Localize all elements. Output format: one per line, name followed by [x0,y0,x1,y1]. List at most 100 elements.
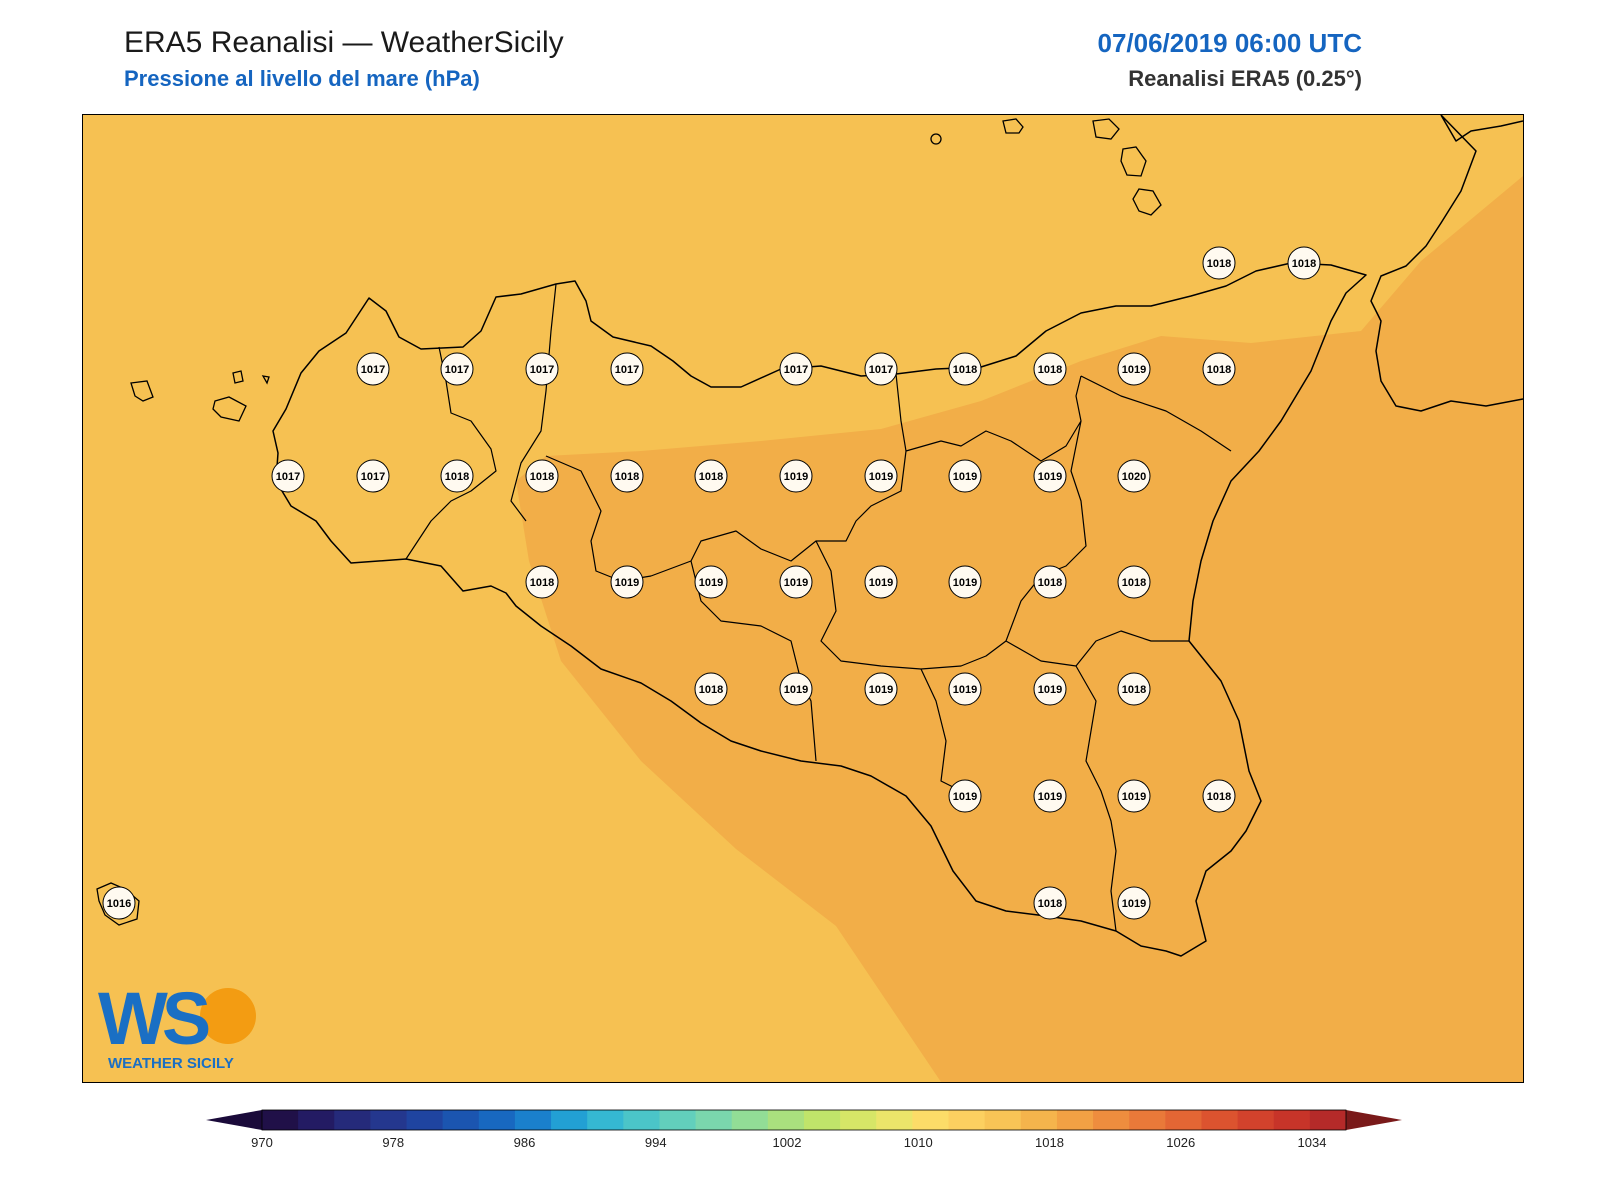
station-value: 1019 [1038,471,1062,483]
colorbar-bin [551,1110,588,1130]
station-value: 1019 [869,577,893,589]
colorbar-bin [262,1110,299,1130]
station-marker: 1018 [1034,887,1066,919]
station-value: 1019 [1122,364,1146,376]
colorbar-bin [1021,1110,1058,1130]
station-marker: 1019 [865,673,897,705]
colorbar-bin [840,1110,877,1130]
station-marker: 1019 [1118,353,1150,385]
station-marker: 1017 [611,353,643,385]
colorbar-tick-label: 970 [251,1135,273,1150]
station-marker: 1017 [272,460,304,492]
station-marker: 1019 [949,780,981,812]
colorbar-tick-label: 1018 [1035,1135,1064,1150]
colorbar-tick-label: 994 [645,1135,667,1150]
station-value: 1020 [1122,471,1146,483]
colorbar-bin [587,1110,624,1130]
station-value: 1017 [530,364,554,376]
station-marker: 1017 [780,353,812,385]
station-value: 1018 [1122,684,1146,696]
colorbar-bin [1274,1110,1311,1130]
colorbar-bin [1310,1110,1347,1130]
station-value: 1019 [1122,898,1146,910]
station-value: 1018 [1038,577,1062,589]
station-value: 1018 [615,471,639,483]
station-value: 1017 [445,364,469,376]
station-marker: 1019 [1034,460,1066,492]
pressure-map: 1018 1018 1017 1017 1017 1017 1017 1017 1018 1018… [82,114,1524,1083]
station-marker: 1018 [949,353,981,385]
station-value: 1019 [784,577,808,589]
colorbar-tick-label: 986 [514,1135,536,1150]
station-marker: 1019 [949,460,981,492]
station-value: 1018 [1038,898,1062,910]
station-value: 1019 [1038,791,1062,803]
station-value: 1017 [276,471,300,483]
colorbar-tick-label: 1034 [1298,1135,1327,1150]
colorbar-bin [1093,1110,1130,1130]
station-value: 1019 [615,577,639,589]
station-marker: 1016 [103,887,135,919]
colorbar-bin [659,1110,696,1130]
station-value: 1018 [699,684,723,696]
station-value: 1018 [1207,258,1231,270]
station-value: 1019 [869,684,893,696]
colorbar-bin [804,1110,841,1130]
station-marker: 1019 [780,673,812,705]
station-value: 1017 [869,364,893,376]
station-value: 1019 [953,791,977,803]
station-marker: 1018 [1203,353,1235,385]
colorbar-bin [515,1110,552,1130]
colorbar-bin [949,1110,986,1130]
station-marker: 1018 [1288,247,1320,279]
station-value: 1018 [1207,364,1231,376]
station-value: 1019 [869,471,893,483]
colorbar-over-arrow [1346,1110,1402,1130]
station-value: 1018 [530,577,554,589]
station-marker: 1018 [1034,566,1066,598]
station-marker: 1019 [1118,887,1150,919]
station-marker: 1019 [1034,673,1066,705]
station-value: 1018 [1207,791,1231,803]
station-value: 1019 [953,684,977,696]
colorbar-bin [1201,1110,1238,1130]
logo-sun-icon [200,988,256,1044]
station-marker: 1018 [441,460,473,492]
station-value: 1019 [1122,791,1146,803]
station-value: 1019 [784,684,808,696]
weathersicily-logo: WS WEATHER SICILY [96,980,256,1075]
station-marker: 1018 [526,460,558,492]
colorbar-bin [768,1110,805,1130]
colorbar-bin [623,1110,660,1130]
station-marker: 1017 [357,460,389,492]
station-value: 1019 [699,577,723,589]
station-marker: 1019 [949,673,981,705]
station-value: 1019 [1038,684,1062,696]
station-value: 1017 [615,364,639,376]
station-marker: 1019 [780,566,812,598]
colorbar-bin [1238,1110,1275,1130]
colorbar-bin [1129,1110,1166,1130]
colorbar-tick-label: 978 [382,1135,404,1150]
colorbar-bin [1057,1110,1094,1130]
datetime-label: 07/06/2019 06:00 UTC [1097,28,1362,59]
colorbar-tick-label: 1010 [904,1135,933,1150]
station-value: 1018 [530,471,554,483]
colorbar-bin [985,1110,1022,1130]
colorbar-bin [1165,1110,1202,1130]
station-marker: 1018 [1118,566,1150,598]
logo-letters: WS [98,980,209,1060]
logo-caption: WEATHER SICILY [108,1055,234,1072]
source-label: Reanalisi ERA5 (0.25°) [1128,66,1362,92]
station-value: 1018 [699,471,723,483]
station-marker: 1017 [357,353,389,385]
colorbar-bin [696,1110,733,1130]
map-subtitle: Pressione al livello del mare (hPa) [124,66,480,92]
colorbar-bin [443,1110,480,1130]
station-marker: 1018 [526,566,558,598]
station-marker: 1019 [695,566,727,598]
station-value: 1019 [953,577,977,589]
station-marker: 1019 [865,566,897,598]
colorbar-bin [298,1110,335,1130]
station-marker: 1019 [865,460,897,492]
